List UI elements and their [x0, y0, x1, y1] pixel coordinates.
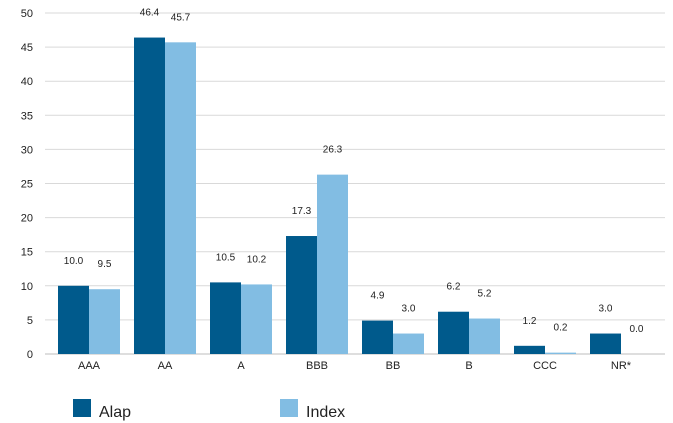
y-tick-label: 40 — [21, 76, 33, 88]
legend-swatch-index — [280, 399, 298, 417]
x-tick-label: BBB — [306, 360, 328, 372]
data-label: 10.0 — [64, 256, 84, 267]
legend-label-index: Index — [306, 404, 345, 421]
x-tick-label: B — [465, 360, 472, 372]
data-label: 3.0 — [599, 304, 613, 315]
bar-index-a — [241, 284, 272, 354]
bar-index-bbb — [317, 174, 348, 354]
data-label: 5.2 — [478, 289, 492, 300]
legend: Alap Index — [73, 399, 345, 421]
data-label: 26.3 — [323, 145, 343, 156]
bar-alap-a — [210, 282, 241, 354]
data-labels: 10.0 9.5 46.4 45.7 10.5 10.2 17.3 26.3 4.9 3.0 6.2… — [64, 8, 644, 335]
bar-alap-b — [438, 311, 469, 354]
data-label: 45.7 — [171, 12, 191, 23]
bar-index-ccc — [545, 352, 576, 354]
data-label: 46.4 — [140, 8, 160, 19]
bar-alap-aaa — [58, 285, 89, 354]
y-tick-label: 10 — [21, 281, 33, 293]
bar-index-aa — [165, 42, 196, 355]
data-label: 6.2 — [447, 282, 461, 293]
y-tick-label: 20 — [21, 213, 33, 225]
y-tick-label: 45 — [21, 42, 33, 54]
bars — [58, 37, 621, 355]
bar-alap-nr — [590, 333, 621, 354]
data-label: 1.2 — [523, 316, 537, 327]
y-tick-label: 30 — [21, 144, 33, 156]
legend-swatch-alap — [73, 399, 91, 417]
legend-label-alap: Alap — [99, 404, 131, 421]
x-tick-label: AAA — [78, 360, 101, 372]
bar-index-aaa — [89, 289, 120, 354]
data-label: 17.3 — [292, 206, 312, 217]
x-tick-label: NR* — [611, 360, 632, 372]
data-label: 9.5 — [98, 259, 112, 270]
y-tick-label: 15 — [21, 247, 33, 259]
data-label: 10.2 — [247, 254, 267, 265]
data-label: 0.0 — [630, 324, 644, 335]
data-label: 4.9 — [371, 291, 385, 302]
x-tick-label: CCC — [533, 360, 557, 372]
bar-alap-bb — [362, 320, 393, 354]
x-tick-label: AA — [158, 360, 173, 372]
data-label: 0.2 — [554, 323, 568, 334]
bar-alap-ccc — [514, 345, 545, 354]
y-tick-label: 0 — [27, 349, 33, 361]
y-tick-label: 5 — [27, 315, 33, 327]
x-tick-label: BB — [386, 360, 401, 372]
x-axis-ticks: AAA AA A BBB BB B CCC NR* — [78, 360, 632, 372]
y-axis-ticks: 0 5 10 15 20 25 30 35 40 45 50 — [21, 8, 33, 361]
data-label: 10.5 — [216, 252, 236, 263]
bar-index-b — [469, 318, 500, 354]
bar-alap-bbb — [286, 236, 317, 354]
x-tick-label: A — [237, 360, 245, 372]
y-tick-label: 35 — [21, 110, 33, 122]
y-tick-label: 25 — [21, 179, 33, 191]
data-label: 3.0 — [402, 304, 416, 315]
bar-alap-aa — [134, 37, 165, 354]
y-tick-label: 50 — [21, 8, 33, 20]
bar-index-bb — [393, 333, 424, 354]
